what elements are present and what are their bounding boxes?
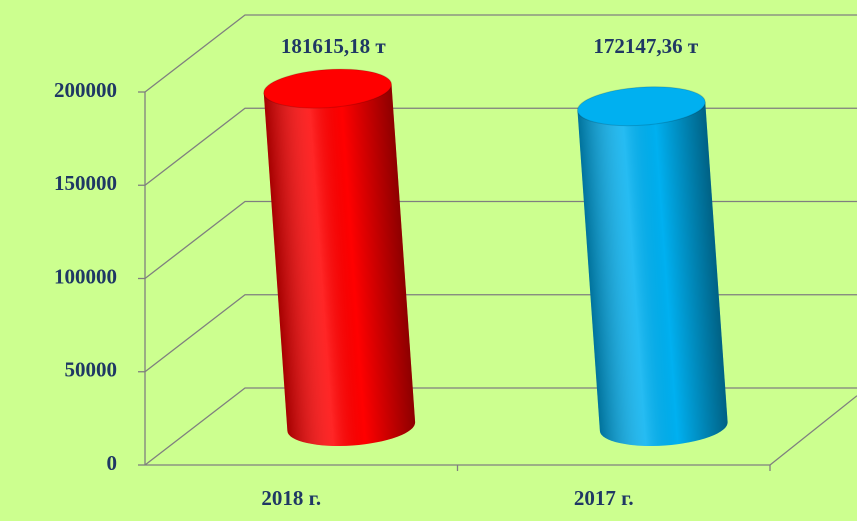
bar-shade [263,84,416,446]
y-tick-label: 100000 [54,264,117,288]
floor-edge [769,395,857,466]
grid-line [144,14,857,93]
grid-line [144,200,857,280]
grid-line [144,294,857,373]
bar-top [263,68,392,109]
grid-line [144,387,857,466]
x-tick-label: 2017 г. [574,486,634,510]
bar-shade [577,101,728,446]
y-tick-label: 0 [107,451,118,475]
y-tick-label: 150000 [54,171,117,195]
grid-line [144,107,857,186]
y-tick-label: 200000 [54,78,117,102]
x-tick-label: 2018 г. [261,486,321,510]
data-label: 172147,36 т [593,34,699,58]
y-tick-label: 50000 [65,358,118,382]
data-label: 181615,18 т [281,34,387,58]
bar-top [576,86,706,127]
